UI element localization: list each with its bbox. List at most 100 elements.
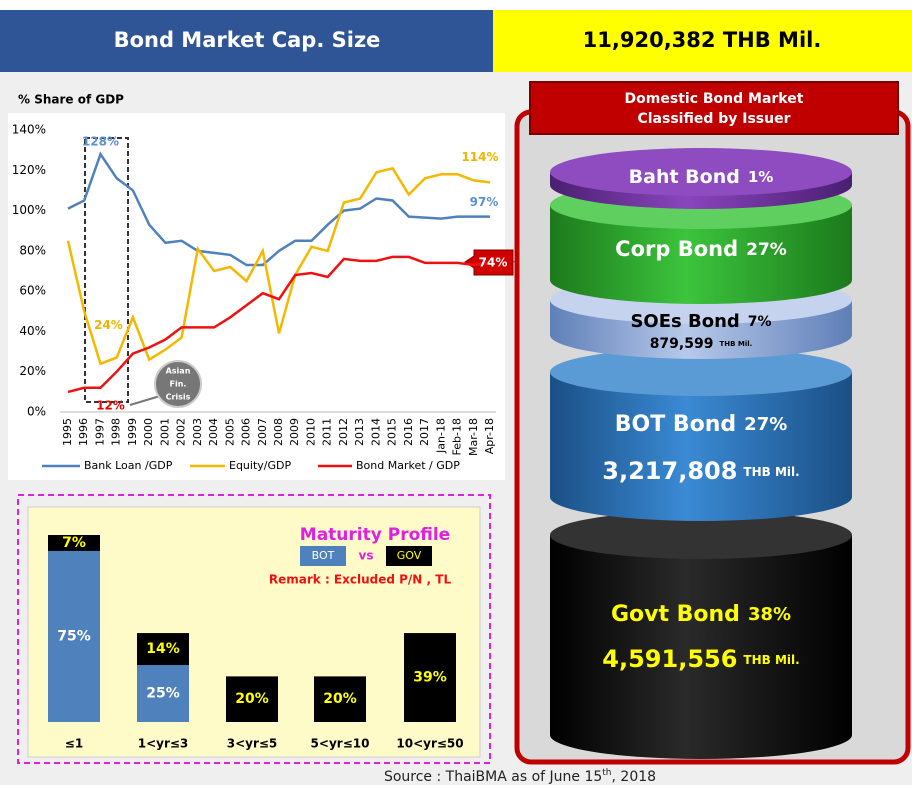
unit: THB Mil. bbox=[719, 340, 752, 348]
data-label: 128% bbox=[82, 135, 119, 149]
header-left bbox=[0, 10, 493, 72]
bar bbox=[48, 550, 100, 722]
x-tick-label: Feb-18 bbox=[451, 418, 464, 455]
amount: 879,599 bbox=[650, 336, 714, 352]
unit: THB Mil. bbox=[743, 653, 799, 667]
issuer-name: Baht Bond bbox=[629, 166, 740, 188]
x-tick-label: 1999 bbox=[126, 418, 139, 446]
bar-title: Maturity Profile bbox=[300, 525, 450, 545]
x-tick-label: 3<yr≤5 bbox=[227, 737, 278, 751]
cylinder-body bbox=[550, 535, 852, 735]
bar bbox=[48, 535, 100, 551]
cylinder-bottom bbox=[550, 256, 852, 304]
bar bbox=[404, 633, 456, 722]
x-tick-label: Apr-18 bbox=[483, 418, 496, 454]
issuer-label: Baht Bond 1% bbox=[629, 166, 774, 188]
x-tick-label: 1<yr≤3 bbox=[138, 737, 189, 751]
line-series bbox=[67, 255, 491, 394]
data-label: 24% bbox=[94, 318, 123, 332]
x-tick-label: Jan-18 bbox=[434, 418, 447, 454]
callout-line bbox=[129, 395, 161, 406]
x-tick-label: 2008 bbox=[272, 418, 285, 446]
issuer-name: Govt Bond bbox=[611, 602, 740, 627]
data-label: 114% bbox=[461, 150, 498, 164]
issuer-title: Classified by Issuer bbox=[637, 111, 790, 127]
issuer-amount: 3,217,808 THB Mil. bbox=[602, 457, 799, 485]
callout bbox=[154, 360, 202, 408]
x-tick-label: 5<yr≤10 bbox=[311, 737, 370, 751]
cylinder-bottom bbox=[550, 473, 852, 521]
issuer-label: SOEs Bond 7% bbox=[630, 311, 771, 332]
legend-swatch bbox=[300, 546, 346, 566]
unit: THB Mil. bbox=[743, 465, 799, 479]
issuer-label: Corp Bond 27% bbox=[615, 237, 787, 261]
x-tick-label: 2017 bbox=[418, 418, 431, 446]
amount: 4,591,556 bbox=[602, 645, 737, 673]
cylinder-top bbox=[550, 348, 852, 396]
issuer-label: Govt Bond 38% bbox=[611, 602, 791, 627]
issuer-title-box bbox=[529, 81, 899, 135]
line-series bbox=[67, 151, 490, 267]
y-tick-label: 80% bbox=[19, 243, 46, 257]
bar bbox=[314, 676, 366, 722]
source-text: Source : ThaiBMA as of June 15 bbox=[384, 769, 602, 785]
legend-label: GOV bbox=[397, 549, 422, 562]
bar bbox=[137, 664, 189, 722]
issuer-share: 7% bbox=[748, 314, 772, 330]
data-label: 12% bbox=[96, 398, 125, 412]
issuer-name: BOT Bond bbox=[615, 412, 736, 437]
cylinder-bottom bbox=[550, 311, 852, 359]
data-label: 97% bbox=[470, 195, 499, 209]
issuer-share: 27% bbox=[746, 240, 787, 260]
y-tick-label: 140% bbox=[12, 123, 46, 137]
data-label: 39% bbox=[413, 670, 447, 686]
issuer-name: SOEs Bond bbox=[630, 311, 739, 332]
top-margin bbox=[0, 0, 912, 10]
x-tick-label: 2016 bbox=[402, 418, 415, 446]
x-tick-label: 10<yr≤50 bbox=[396, 737, 463, 751]
x-tick-label: 2006 bbox=[240, 418, 253, 446]
data-label: 74% bbox=[479, 255, 508, 269]
x-tick-label: 1996 bbox=[77, 418, 90, 446]
x-tick-label: 2004 bbox=[207, 418, 220, 446]
y-tick-label: 100% bbox=[12, 203, 46, 217]
annotation: Fin. bbox=[170, 380, 187, 389]
data-label: 20% bbox=[235, 691, 269, 707]
bar bbox=[137, 633, 189, 665]
legend-label: Equity/GDP bbox=[229, 459, 291, 472]
issuer-share: 38% bbox=[748, 604, 791, 625]
annotation: Crisis bbox=[166, 393, 191, 402]
header-title: Bond Market Cap. Size bbox=[114, 28, 381, 52]
x-tick-label: 2003 bbox=[191, 418, 204, 446]
x-tick-label: 1997 bbox=[93, 418, 106, 446]
header-right bbox=[493, 10, 912, 72]
x-tick-label: 2015 bbox=[386, 418, 399, 446]
cylinder-top bbox=[550, 148, 852, 196]
header-total: 11,920,382 THB Mil. bbox=[583, 28, 822, 52]
cylinder-top bbox=[550, 511, 852, 559]
amount: 3,217,808 bbox=[602, 457, 737, 485]
data-label: 75% bbox=[57, 628, 91, 644]
x-tick-label: 2007 bbox=[256, 418, 269, 446]
issuer-title: Domestic Bond Market bbox=[625, 91, 804, 107]
x-tick-label: 2013 bbox=[353, 418, 366, 446]
issuer-share: 27% bbox=[744, 414, 787, 435]
y-axis-title: % Share of GDP bbox=[18, 93, 124, 107]
y-tick-label: 120% bbox=[12, 163, 46, 177]
y-tick-label: 40% bbox=[19, 324, 46, 338]
source: Source : ThaiBMA as of June 15th, 2018 bbox=[384, 768, 656, 785]
x-tick-label: 2011 bbox=[321, 418, 334, 446]
x-tick-label: 2014 bbox=[369, 418, 382, 446]
x-tick-label: 2002 bbox=[175, 418, 188, 446]
x-tick-label: 2012 bbox=[337, 418, 350, 446]
issuer-name: Corp Bond bbox=[615, 237, 738, 261]
x-tick-label: 2001 bbox=[158, 418, 171, 446]
source-text: , 2018 bbox=[612, 769, 657, 785]
y-tick-label: 60% bbox=[19, 284, 46, 298]
x-tick-label: 1998 bbox=[110, 418, 123, 446]
bar-frame bbox=[17, 494, 491, 764]
x-tick-label: Mar-18 bbox=[467, 418, 480, 456]
remark: Remark : Excluded P/N , TL bbox=[269, 573, 452, 587]
data-label: 20% bbox=[323, 691, 357, 707]
